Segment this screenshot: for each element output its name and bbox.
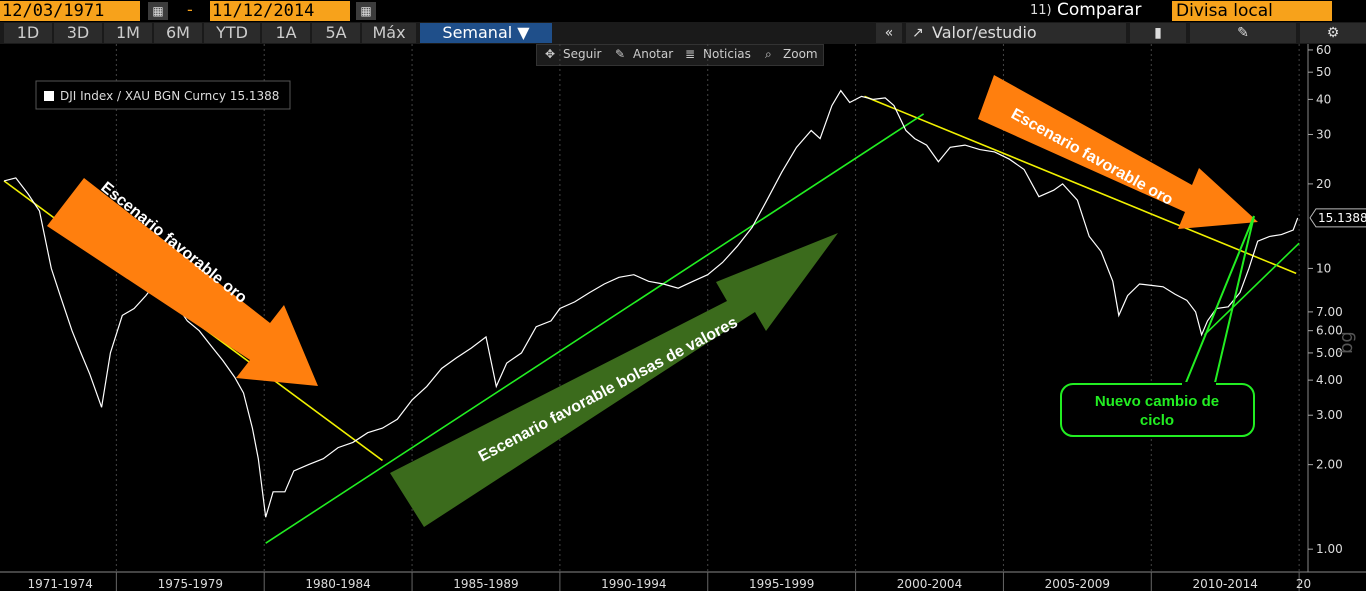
- arrow-stocks: [390, 233, 838, 527]
- period-tab-3d[interactable]: 3D: [54, 23, 102, 43]
- y-tick-label: 1.00: [1316, 542, 1343, 556]
- frequency-select[interactable]: Semanal ▼: [420, 23, 552, 43]
- y-tick-label: 6.00: [1316, 324, 1343, 338]
- callout-new-cycle: Nuevo cambio de ciclo: [1060, 215, 1255, 437]
- zoom-button[interactable]: Zoom: [783, 47, 818, 61]
- period-tab-6m[interactable]: 6M: [154, 23, 202, 43]
- trendline: [265, 113, 925, 544]
- y-tick-label: 40: [1316, 92, 1331, 106]
- end-date-field[interactable]: 11/12/2014: [210, 1, 350, 21]
- period-tab-1m[interactable]: 1M: [104, 23, 152, 43]
- annotate-button[interactable]: Anotar: [633, 47, 674, 61]
- compare-number: 11): [1030, 3, 1052, 18]
- period-tab-ytd[interactable]: YTD: [204, 23, 260, 43]
- y-tick-label: 50: [1316, 65, 1331, 79]
- y-tick-label: 5.00: [1316, 346, 1343, 360]
- top-bar: 12/03/1971 ▦ - 11/12/2014 ▦ 11) Comparar…: [0, 0, 1366, 22]
- news-icon: ≣: [685, 47, 696, 61]
- compare-button[interactable]: Comparar: [1057, 0, 1142, 20]
- y-tick-label: 7.00: [1316, 305, 1343, 319]
- x-tick-label: 1975-1979: [158, 577, 223, 591]
- x-axis: 1971-1974 1975-1979 1980-1984 1985-1989 1990…: [0, 571, 1366, 591]
- date-range-dash: -: [187, 0, 193, 19]
- period-tab-5a[interactable]: 5A: [312, 23, 360, 43]
- watermark: bg: [1336, 331, 1357, 354]
- legend-swatch: [44, 91, 54, 101]
- x-tick-label: 1980-1984: [305, 577, 370, 591]
- y-tick-label: 30: [1316, 127, 1331, 141]
- y-tick-label: 3.00: [1316, 408, 1343, 422]
- legend-label: DJI Index / XAU BGN Curncy 15.1388: [60, 89, 279, 103]
- arrow-gold-left: [47, 178, 318, 386]
- crosshair-icon: ✥: [545, 47, 556, 61]
- legend: DJI Index / XAU BGN Curncy 15.1388: [35, 80, 291, 110]
- collapse-button[interactable]: «: [876, 23, 902, 43]
- pencil-icon: ✎: [615, 47, 626, 61]
- study-label: Valor/estudio: [932, 23, 1037, 42]
- series-line: [3, 89, 1299, 518]
- y-tick-label: 2.00: [1316, 458, 1343, 472]
- gear-icon[interactable]: ⚙: [1300, 23, 1366, 43]
- start-date-field[interactable]: 12/03/1971: [0, 1, 140, 21]
- x-tick-label: 1971-1974: [27, 577, 92, 591]
- last-value-marker: 15.1388: [1309, 208, 1366, 228]
- x-tick-label: 1995-1999: [749, 577, 814, 591]
- y-axis: 1.00 2.00 3.00 4.00 5.00 6.00 7.00 10 20 30 40 50 60: [1307, 44, 1343, 572]
- last-value-label: 15.1388: [1318, 211, 1366, 225]
- x-tick-label: 20: [1296, 577, 1311, 591]
- annotation-gold-right: Escenario favorable oro: [1008, 106, 1176, 209]
- magnifier-icon: ⌕: [765, 47, 772, 61]
- bookmark-icon[interactable]: ▮: [1130, 23, 1186, 43]
- x-tick-label: 1985-1989: [453, 577, 518, 591]
- chart-study-icon: ↗: [912, 25, 924, 41]
- trendline: [1203, 242, 1300, 336]
- y-tick-label: 4.00: [1316, 373, 1343, 387]
- price-ratio-chart[interactable]: 1.00 2.00 3.00 4.00 5.00 6.00 7.00 10 20 30 40 50 60…: [0, 44, 1366, 591]
- trendline: [864, 95, 1297, 275]
- callout-text-line2: ciclo: [1140, 412, 1174, 429]
- x-tick-label: 2000-2004: [897, 577, 962, 591]
- callout-text-line1: Nuevo cambio de: [1095, 393, 1219, 410]
- study-button[interactable]: ↗ Valor/estudio: [906, 23, 1126, 43]
- y-tick-label: 10: [1316, 261, 1331, 275]
- follow-button[interactable]: Seguir: [563, 47, 602, 61]
- period-tab-1a[interactable]: 1A: [262, 23, 310, 43]
- period-toolbar: 1D 3D 1M 6M YTD 1A 5A Máx Semanal ▼ « ↗ …: [0, 22, 1366, 44]
- chart-tools-bar: ✥ Seguir ✎ Anotar ≣ Noticias ⌕ Zoom: [536, 44, 824, 66]
- x-tick-label: 1990-1994: [601, 577, 666, 591]
- y-tick-label: 20: [1316, 177, 1331, 191]
- calendar-icon[interactable]: ▦: [356, 2, 376, 20]
- annotation-stocks: Escenario favorable bolsas de valores: [476, 314, 741, 466]
- news-button[interactable]: Noticias: [703, 47, 751, 61]
- y-tick-label: 60: [1316, 44, 1331, 57]
- edit-icon[interactable]: ✎: [1190, 23, 1296, 43]
- calendar-icon[interactable]: ▦: [148, 2, 168, 20]
- currency-select[interactable]: Divisa local: [1172, 1, 1332, 21]
- period-tab-1d[interactable]: 1D: [4, 23, 52, 43]
- period-tab-max[interactable]: Máx: [362, 23, 416, 43]
- arrow-gold-right: [978, 75, 1258, 229]
- x-tick-label: 2010-2014: [1192, 577, 1257, 591]
- x-tick-label: 2005-2009: [1045, 577, 1110, 591]
